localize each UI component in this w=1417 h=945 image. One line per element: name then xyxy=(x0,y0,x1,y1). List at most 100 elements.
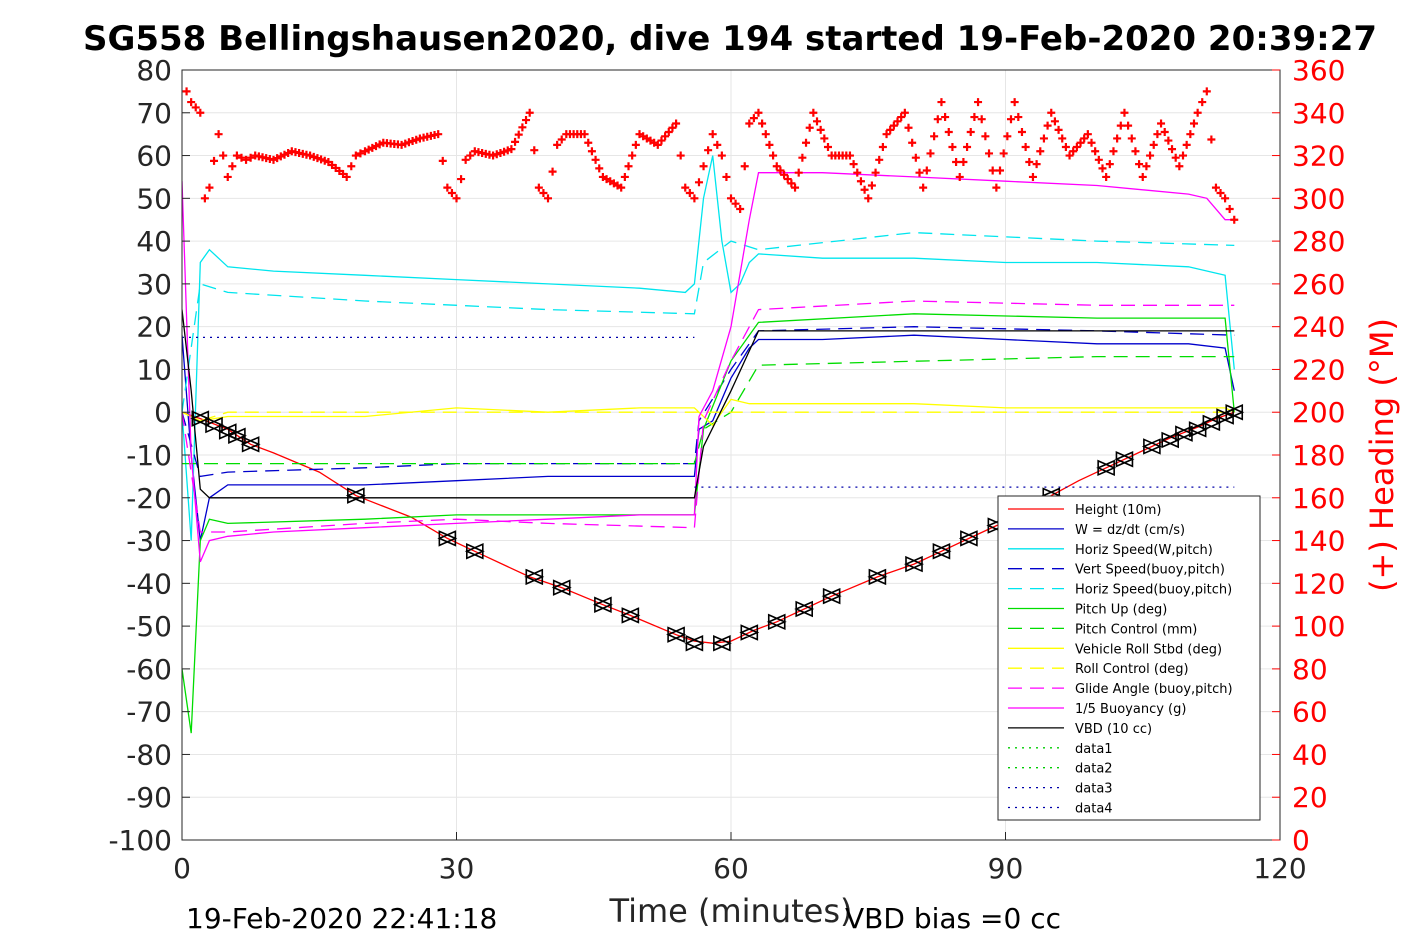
y-tick-label-left: -40 xyxy=(126,567,172,600)
heading-point xyxy=(952,157,961,166)
heading-point xyxy=(1171,153,1180,162)
heading-point xyxy=(1065,151,1074,160)
heading-point xyxy=(974,98,983,107)
heading-point xyxy=(1182,140,1191,149)
heading-point xyxy=(617,183,626,192)
y-tick-label-right: 260 xyxy=(1292,268,1345,301)
y-tick-label-left: -70 xyxy=(126,696,172,729)
legend-label: data4 xyxy=(1075,802,1113,817)
heading-point xyxy=(1124,121,1133,130)
y-tick-label-right: 40 xyxy=(1292,738,1328,771)
heading-point xyxy=(736,205,745,214)
heading-point xyxy=(893,117,902,126)
height-marker xyxy=(931,543,952,560)
y-tick-label-left: -30 xyxy=(126,525,172,558)
height-marker xyxy=(551,579,572,596)
y-tick-label-left: -60 xyxy=(126,653,172,686)
heading-point xyxy=(926,149,935,158)
x-tick-label: 120 xyxy=(1253,852,1306,885)
legend-label: VBD (10 cc) xyxy=(1075,722,1152,737)
heading-point xyxy=(992,183,1001,192)
heading-point xyxy=(717,151,726,160)
heading-point xyxy=(242,155,251,164)
heading-point xyxy=(941,113,950,122)
heading-point xyxy=(937,98,946,107)
heading-point xyxy=(1189,119,1198,128)
heading-point xyxy=(1025,157,1034,166)
footer-timestamp: 19-Feb-2020 22:41:18 xyxy=(186,902,497,935)
x-tick-label: 0 xyxy=(173,852,191,885)
heading-point xyxy=(1043,121,1052,130)
heading-point xyxy=(704,146,713,155)
heading-point xyxy=(1050,117,1059,126)
height-marker xyxy=(821,587,842,605)
heading-point xyxy=(904,123,913,132)
series-horiz-speed-w-pitch xyxy=(182,155,1235,541)
y-tick-label-right: 0 xyxy=(1292,824,1310,857)
heading-point xyxy=(1157,119,1166,128)
x-axis: 0 30 60 90 120 xyxy=(173,832,1307,885)
legend-label: data3 xyxy=(1075,782,1113,797)
heading-point xyxy=(977,115,986,124)
y-tick-label-left: 30 xyxy=(136,268,172,301)
heading-point xyxy=(1168,145,1177,154)
heading-point xyxy=(754,108,763,117)
heading-point xyxy=(794,168,803,177)
heading-point xyxy=(1014,113,1023,122)
legend-label: Glide Angle (buoy,pitch) xyxy=(1075,682,1233,697)
legend-label: Horiz Speed(buoy,pitch) xyxy=(1075,583,1232,598)
height-marker xyxy=(904,555,924,573)
y-tick-label-left: 50 xyxy=(136,182,172,215)
heading-point xyxy=(787,179,796,188)
y-tick-label-left: -10 xyxy=(126,439,172,472)
series-1-5-buoyancy-g xyxy=(182,172,1235,563)
y-tick-label-left: 40 xyxy=(136,225,172,258)
height-marker xyxy=(766,613,787,631)
heading-point xyxy=(809,108,818,117)
heading-point xyxy=(1230,215,1239,224)
heading-point xyxy=(511,137,520,146)
height-marker xyxy=(958,530,979,547)
heading-point xyxy=(816,125,825,134)
heading-point xyxy=(522,116,531,125)
heading-point xyxy=(911,153,920,162)
series-horiz-speed-buoy-pitch xyxy=(182,231,1235,413)
y-tick-label-left: 20 xyxy=(136,311,172,344)
y-tick-label-right: 320 xyxy=(1292,140,1345,173)
heading-point xyxy=(853,168,862,177)
series-vert-speed-buoy-pitch xyxy=(182,326,1235,478)
heading-point xyxy=(1094,155,1103,164)
x-tick-label: 60 xyxy=(713,852,749,885)
heading-point xyxy=(232,151,241,160)
heading-point xyxy=(966,128,975,137)
heading-point xyxy=(1010,98,1019,107)
heading-point xyxy=(802,138,811,147)
heading-point xyxy=(657,136,666,145)
heading-point xyxy=(856,177,865,186)
heading-point xyxy=(1091,147,1100,156)
heading-point xyxy=(1149,140,1158,149)
heading-point xyxy=(664,128,673,137)
y-tick-label-left: 60 xyxy=(136,140,172,173)
heading-point xyxy=(1221,194,1230,203)
heading-point xyxy=(915,168,924,177)
heading-point xyxy=(219,151,228,160)
y-tick-label-left: -100 xyxy=(108,824,172,857)
y-tick-label-right: 340 xyxy=(1292,97,1345,130)
heading-point xyxy=(1105,160,1114,169)
height-marker xyxy=(345,487,366,504)
height-marker xyxy=(711,634,732,652)
legend-label: W = dz/dt (cm/s) xyxy=(1075,523,1185,538)
heading-point xyxy=(1120,108,1129,117)
y-axis-right-label: (+) Heading (°M) xyxy=(1363,318,1401,592)
y-tick-label-right: 300 xyxy=(1292,182,1345,215)
heading-point xyxy=(591,155,600,164)
y-tick-label-right: 60 xyxy=(1292,696,1328,729)
heading-point xyxy=(628,151,637,160)
heading-point xyxy=(996,166,1005,175)
heading-point xyxy=(922,166,931,175)
heading-point xyxy=(708,130,717,139)
heading-point xyxy=(1083,130,1092,139)
heading-point xyxy=(944,128,953,137)
heading-point xyxy=(1175,162,1184,171)
